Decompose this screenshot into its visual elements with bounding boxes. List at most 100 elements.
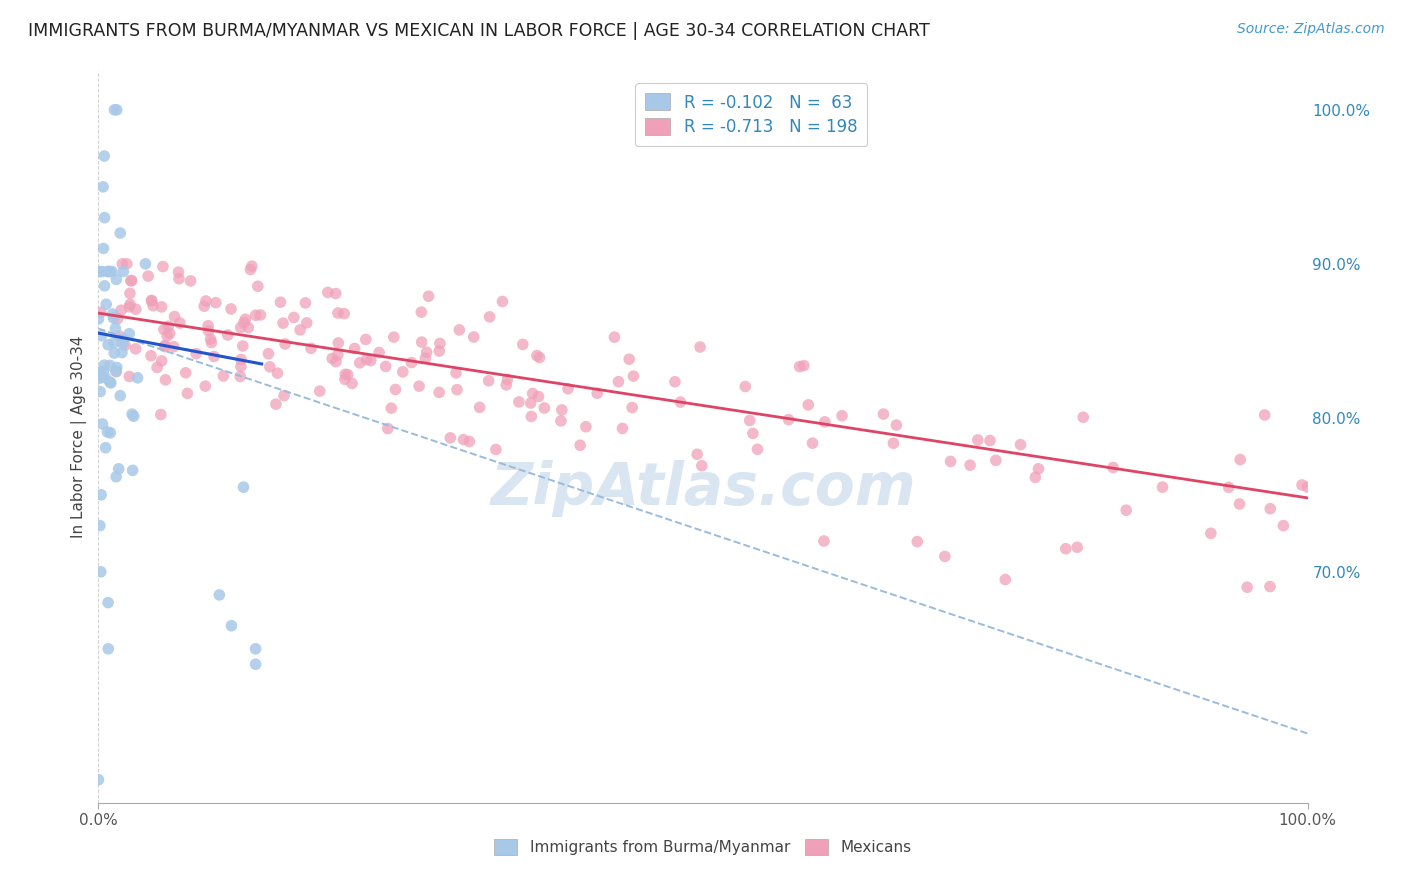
Point [360,353,382,368]
Point [1258,580,1281,594]
Point [478,374,501,388]
Point [120,297,142,311]
Point [519,396,541,410]
Point [1236,580,1258,594]
Point [508,395,530,409]
Point [415,345,437,359]
Point [522,386,544,401]
Point [623,369,645,384]
Point [905,534,928,549]
Point [619,352,641,367]
Point [127,371,149,385]
Point [174,366,197,380]
Point [686,447,709,461]
Point [136,269,159,284]
Point [105,272,128,286]
Point [984,453,1007,467]
Point [427,344,450,359]
Point [221,618,243,632]
Point [245,641,267,656]
Point [356,352,378,367]
Point [689,340,711,354]
Point [163,340,186,354]
Point [94,371,117,385]
Point [90,328,112,343]
Point [1218,480,1240,494]
Point [219,301,242,316]
Point [401,355,423,369]
Point [747,442,769,457]
Y-axis label: In Labor Force | Age 30-34: In Labor Force | Age 30-34 [72,335,87,539]
Point [217,328,239,343]
Point [259,359,281,374]
Point [108,329,131,343]
Point [150,354,173,368]
Point [526,349,548,363]
Point [326,306,349,320]
Point [380,401,402,416]
Point [529,351,551,365]
Point [97,264,120,278]
Point [115,257,138,271]
Point [91,264,114,278]
Point [575,419,598,434]
Point [125,302,148,317]
Point [1066,541,1088,555]
Point [153,322,176,336]
Point [979,434,1001,448]
Point [939,454,962,468]
Point [98,425,121,440]
Point [118,369,141,384]
Point [238,320,260,334]
Point [229,320,252,334]
Point [586,386,609,401]
Point [96,297,118,311]
Point [533,401,555,415]
Point [934,549,956,564]
Point [153,338,176,352]
Point [612,421,634,435]
Point [382,330,405,344]
Point [232,316,254,330]
Point [283,310,305,325]
Point [288,323,311,337]
Point [232,339,254,353]
Point [112,264,135,278]
Point [240,259,263,273]
Point [266,366,288,380]
Point [415,351,437,366]
Point [121,463,143,477]
Point [271,316,294,330]
Point [229,359,252,374]
Point [354,333,377,347]
Point [90,488,112,502]
Point [111,257,134,271]
Point [134,257,156,271]
Point [204,295,226,310]
Point [110,389,132,403]
Point [103,103,125,117]
Point [98,264,121,278]
Point [664,375,686,389]
Point [1296,480,1319,494]
Point [418,289,440,303]
Point [194,293,217,308]
Point [308,384,330,398]
Point [157,319,180,334]
Point [87,312,110,326]
Point [104,364,127,378]
Point [91,369,114,384]
Point [120,274,142,288]
Point [814,415,837,429]
Point [325,354,347,368]
Point [246,279,269,293]
Point [124,342,146,356]
Point [316,285,339,300]
Point [274,337,297,351]
Point [1115,503,1137,517]
Point [349,356,371,370]
Point [427,385,450,400]
Point [167,271,190,285]
Point [152,260,174,274]
Point [105,469,128,483]
